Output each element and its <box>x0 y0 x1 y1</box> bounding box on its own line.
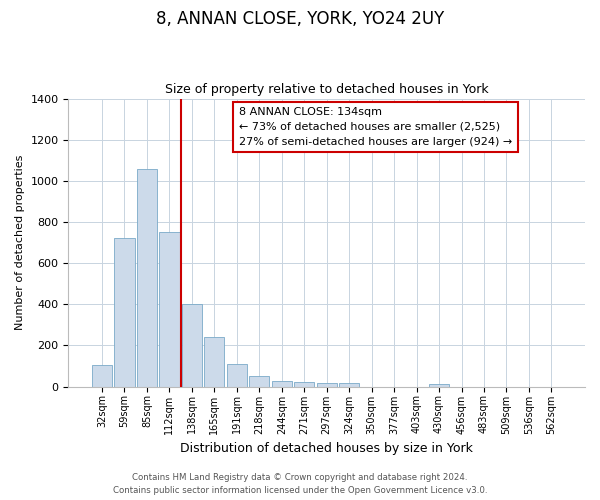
X-axis label: Distribution of detached houses by size in York: Distribution of detached houses by size … <box>180 442 473 455</box>
Bar <box>272 381 292 386</box>
Bar <box>92 364 112 386</box>
Text: 8, ANNAN CLOSE, YORK, YO24 2UY: 8, ANNAN CLOSE, YORK, YO24 2UY <box>156 10 444 28</box>
Y-axis label: Number of detached properties: Number of detached properties <box>15 155 25 330</box>
Text: Contains HM Land Registry data © Crown copyright and database right 2024.
Contai: Contains HM Land Registry data © Crown c… <box>113 474 487 495</box>
Bar <box>137 169 157 386</box>
Bar <box>317 382 337 386</box>
Bar <box>159 232 179 386</box>
Title: Size of property relative to detached houses in York: Size of property relative to detached ho… <box>165 83 488 96</box>
Bar <box>249 376 269 386</box>
Bar <box>294 382 314 386</box>
Bar <box>227 364 247 386</box>
Text: 8 ANNAN CLOSE: 134sqm
← 73% of detached houses are smaller (2,525)
27% of semi-d: 8 ANNAN CLOSE: 134sqm ← 73% of detached … <box>239 107 512 147</box>
Bar <box>115 238 134 386</box>
Bar <box>204 336 224 386</box>
Bar <box>182 304 202 386</box>
Bar <box>339 382 359 386</box>
Bar <box>429 384 449 386</box>
